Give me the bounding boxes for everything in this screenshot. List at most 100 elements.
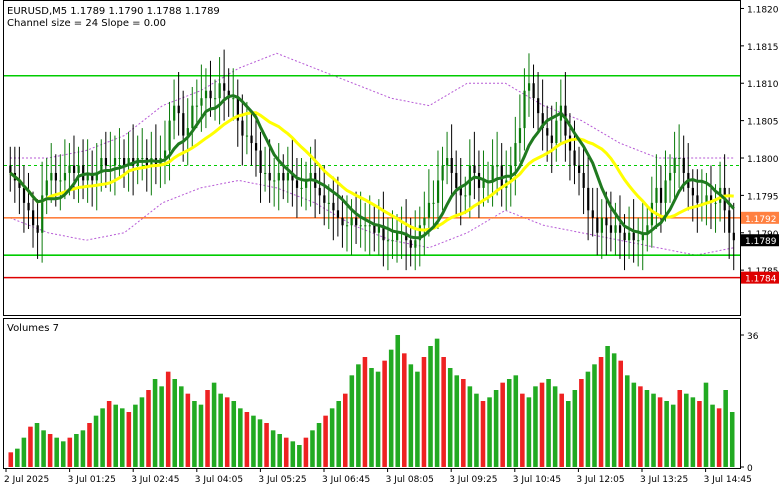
volume-bar [546,379,551,467]
candle-body [100,158,103,173]
candle-body [309,172,312,181]
candle-body [104,158,108,166]
candle-body [509,165,512,181]
candle-body [273,180,276,182]
candle-body [168,120,171,151]
price-level-label: 1.1784 [745,275,777,285]
candle-body [637,240,640,242]
candle-body [446,158,449,166]
candle-body [396,232,399,241]
time-tick-label: 3 Jul 13:25 [640,475,688,485]
candle-body [582,172,585,188]
volume-bar [520,393,525,467]
sma-fast-line [9,94,735,240]
price-tick-label: 1.1815 [747,43,779,53]
candle-body [223,83,226,91]
candle-body [227,90,230,99]
volume-bar [205,390,210,467]
time-tick-label: 3 Jul 05:25 [258,475,306,485]
time-tick-label: 2 Jul 2025 [4,475,49,485]
volume-bar [447,368,453,467]
volume-bar [434,338,440,467]
candle-body [377,225,381,233]
time-tick-label: 3 Jul 10:45 [513,475,561,485]
candle-body [477,172,481,188]
candle-body [728,210,731,233]
volume-bar [362,357,368,467]
candle-body [277,172,280,181]
candle-body [632,232,635,241]
candle-body [650,202,654,226]
candle-body [45,180,48,196]
candle-body [427,202,431,218]
volume-bar [395,335,401,467]
candle-body [641,232,644,241]
candle-body [373,225,376,233]
candle-body [450,158,453,173]
candle-body [591,210,594,218]
sma-slow-line [9,111,734,232]
volume-bar [93,415,99,467]
candle-body [678,158,681,159]
volume-bar [533,386,538,467]
candle-body [27,202,30,211]
candle-body [541,113,544,129]
candle-body [414,240,417,248]
candle-body [209,90,212,99]
volume-bar [238,408,243,467]
candle-body [732,232,735,241]
candle-body [77,165,80,173]
candle-body [63,172,67,181]
volume-tick-label: 36 [747,332,759,342]
candle-body [191,105,194,129]
volume-bar [257,419,263,467]
volume-panel-label: Volumes 7 [7,323,59,334]
volume-bar [611,353,617,467]
price-tick-label: 1.1810 [747,80,779,90]
volume-bar [172,379,178,467]
volume-bar [283,437,289,467]
volume-bar [356,364,361,467]
price-level-label-box [741,234,779,247]
volume-bar [572,390,578,467]
candle-body [41,195,44,233]
candle-body [336,210,340,218]
candle-body [113,158,117,166]
candle-body [295,180,299,188]
volume-bar [657,397,663,467]
volume-bar [480,401,486,467]
price-tick-label: 1.1820 [747,5,779,15]
candle-body [282,172,285,181]
volume-bar [224,397,230,467]
volume-bar [277,434,282,467]
volume-bar [487,397,492,467]
volume-bar [80,430,86,467]
volume-bar [716,408,722,467]
volume-bar [592,364,597,467]
candle-body [82,165,85,181]
candle-body [623,232,626,241]
volume-bar [270,430,276,467]
volume-bar [408,364,414,467]
time-tick-label: 3 Jul 09:25 [449,475,497,485]
candle-body [32,210,35,226]
volume-tick-label: 0 [747,464,753,474]
candle-body [405,232,408,241]
volume-bar [159,386,164,467]
candle-body [323,195,326,203]
candle-body [305,180,308,188]
candle-body [350,217,353,226]
candle-body [518,128,522,144]
candle-body [659,187,663,203]
volume-bar [336,401,341,467]
volume-bar [21,437,27,467]
candle-body [664,180,667,203]
volume-bar [251,415,256,467]
candle-body [496,165,499,167]
volume-bar [310,430,315,467]
candle-body [214,98,217,100]
volume-bar [664,401,669,467]
candle-body [204,90,208,99]
volume-bar [585,371,591,467]
